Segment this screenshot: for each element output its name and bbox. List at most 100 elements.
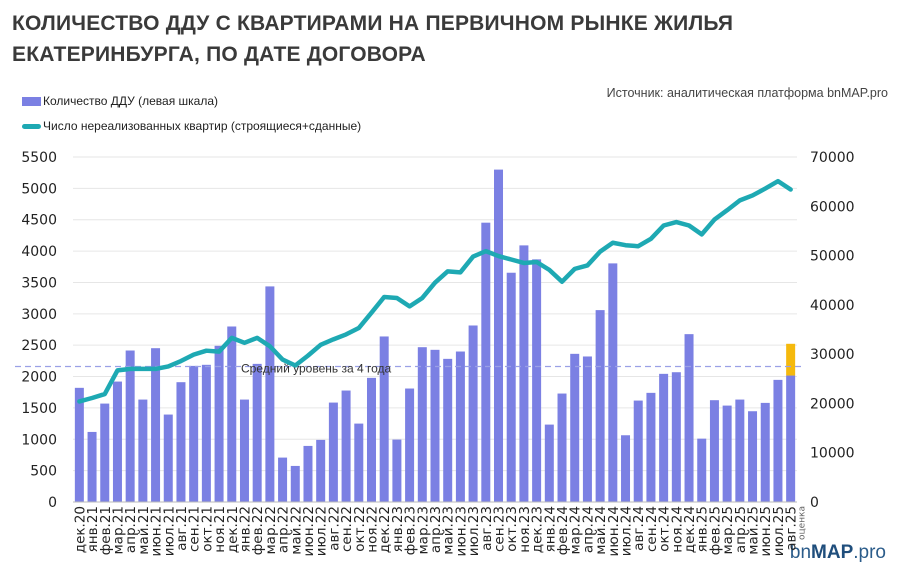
x-tick-label: янв.21: [85, 506, 101, 552]
x-tick-label: янв.24: [542, 506, 558, 552]
left-tick-label: 0: [48, 495, 57, 511]
bar-апр.21: [125, 350, 135, 502]
right-tick-label: 50000: [810, 249, 855, 265]
right-tick-label: 0: [810, 495, 819, 511]
bar-сен.24: [646, 392, 656, 502]
bar-дек.20: [74, 387, 84, 502]
x-tick-label: окт.22: [352, 506, 368, 552]
bar-фев.22: [252, 363, 262, 502]
x-tick-label: июл.25: [771, 506, 787, 556]
source-note: Источник: аналитическая платформа bnMAP.…: [606, 86, 888, 100]
bar-дек.21: [227, 326, 237, 502]
left-tick-label: 500: [30, 464, 57, 480]
right-tick-label: 70000: [810, 150, 855, 166]
x-tick-label: фев.24: [555, 506, 571, 555]
left-tick-label: 1500: [21, 401, 57, 417]
right-tick-label: 60000: [810, 199, 855, 215]
left-tick-label: 2000: [21, 370, 57, 386]
x-tick-label: ноя.24: [669, 506, 685, 553]
x-tick-label: июн.21: [149, 506, 165, 556]
x-tick-label: дек.20: [72, 506, 88, 553]
x-tick-label: дек.22: [377, 506, 393, 553]
legend-swatch-line: [22, 123, 41, 129]
bar-май.21: [138, 399, 148, 502]
bar-мар.21: [112, 381, 122, 502]
x-tick-label: окт.24: [657, 506, 673, 552]
bar-окт.23: [506, 272, 516, 502]
x-tick-label: мар.23: [415, 506, 431, 555]
left-tick-label: 3500: [21, 275, 57, 291]
x-tick-label: ноя.21: [212, 506, 228, 553]
x-tick-label: янв.22: [237, 506, 253, 552]
bar-авг.23: [481, 222, 491, 502]
bar-июл.22: [316, 439, 326, 502]
x-tick-label: июн.25: [758, 506, 774, 556]
bar-дек.24: [684, 334, 694, 502]
x-tick-label: апр.24: [580, 506, 596, 553]
x-tick-label: июл.24: [619, 506, 635, 556]
left-tick-label: 5500: [21, 150, 57, 166]
bar-фев.25: [709, 400, 719, 502]
x-tick-label: сен.24: [644, 506, 660, 552]
bar-estimate: [786, 343, 796, 376]
x-tick-label: июн.22: [301, 506, 317, 556]
bar-июл.23: [468, 325, 478, 502]
bar-апр.24: [582, 356, 592, 502]
bar-ноя.24: [671, 372, 681, 502]
chart-title: КОЛИЧЕСТВО ДДУ С КВАРТИРАМИ НА ПЕРВИЧНОМ…: [12, 8, 733, 70]
x-tick-label: авг.24: [631, 506, 647, 551]
bar-апр.23: [430, 349, 440, 502]
right-tick-label: 20000: [810, 396, 855, 412]
bar-июн.22: [303, 445, 313, 502]
right-tick-label: 40000: [810, 298, 855, 314]
right-tick-label: 10000: [810, 446, 855, 462]
bar-янв.23: [392, 439, 402, 502]
bar-фев.23: [405, 388, 415, 502]
bar-апр.25: [735, 399, 745, 502]
left-tick-label: 4000: [21, 244, 57, 260]
x-tick-label: сен.21: [187, 506, 203, 552]
bar-мар.22: [265, 286, 275, 502]
x-tick-label: апр.25: [733, 506, 749, 553]
x-tick-label: апр.22: [276, 506, 292, 553]
left-tick-label: 5000: [21, 181, 57, 197]
bar-ноя.21: [214, 345, 224, 502]
x-tick-label: июн.24: [606, 506, 622, 556]
bar-янв.25: [697, 438, 707, 502]
x-tick-label: июл.23: [466, 506, 482, 556]
x-tick-label: май.22: [288, 506, 304, 555]
x-tick-label: май.24: [593, 506, 609, 555]
x-tick-label: мар.25: [720, 506, 736, 555]
title-line-1: КОЛИЧЕСТВО ДДУ С КВАРТИРАМИ НА ПЕРВИЧНОМ…: [12, 12, 734, 35]
x-tick-label: янв.25: [695, 506, 711, 552]
bar-авг.22: [328, 402, 338, 502]
bar-ноя.22: [366, 377, 376, 502]
bar-июн.25: [760, 402, 770, 502]
bar-янв.22: [239, 399, 249, 502]
legend-swatch-bars: [22, 96, 41, 106]
left-tick-label: 2500: [21, 338, 57, 354]
bar-фев.21: [100, 403, 110, 502]
legend-label-line: Число нереализованных квартир (строящиес…: [43, 119, 362, 133]
x-tick-label: дек.24: [682, 506, 698, 553]
x-tick-label: авг.21: [174, 506, 190, 551]
x-tick-label: мар.21: [110, 506, 126, 555]
x-tick-label: апр.23: [428, 506, 444, 553]
x-tick-label: май.25: [746, 506, 762, 555]
bar-окт.24: [659, 373, 669, 502]
legend-item-bars: Количество ДДУ (левая шкала): [22, 94, 218, 108]
bar-ноя.23: [519, 245, 529, 502]
left-tick-label: 4500: [21, 213, 57, 229]
bar-дек.23: [532, 259, 542, 502]
x-tick-label: мар.22: [263, 506, 279, 555]
estimate-note: оценка: [798, 506, 808, 540]
bar-июл.21: [163, 414, 173, 502]
x-tick-label: июл.22: [314, 506, 330, 556]
x-tick-label: май.23: [441, 506, 457, 555]
bar-апр.22: [278, 457, 288, 502]
left-tick-label: 1000: [21, 432, 57, 448]
x-tick-label: окт.21: [199, 506, 215, 552]
x-tick-label: дек.21: [225, 506, 241, 553]
bar-май.23: [443, 358, 453, 502]
